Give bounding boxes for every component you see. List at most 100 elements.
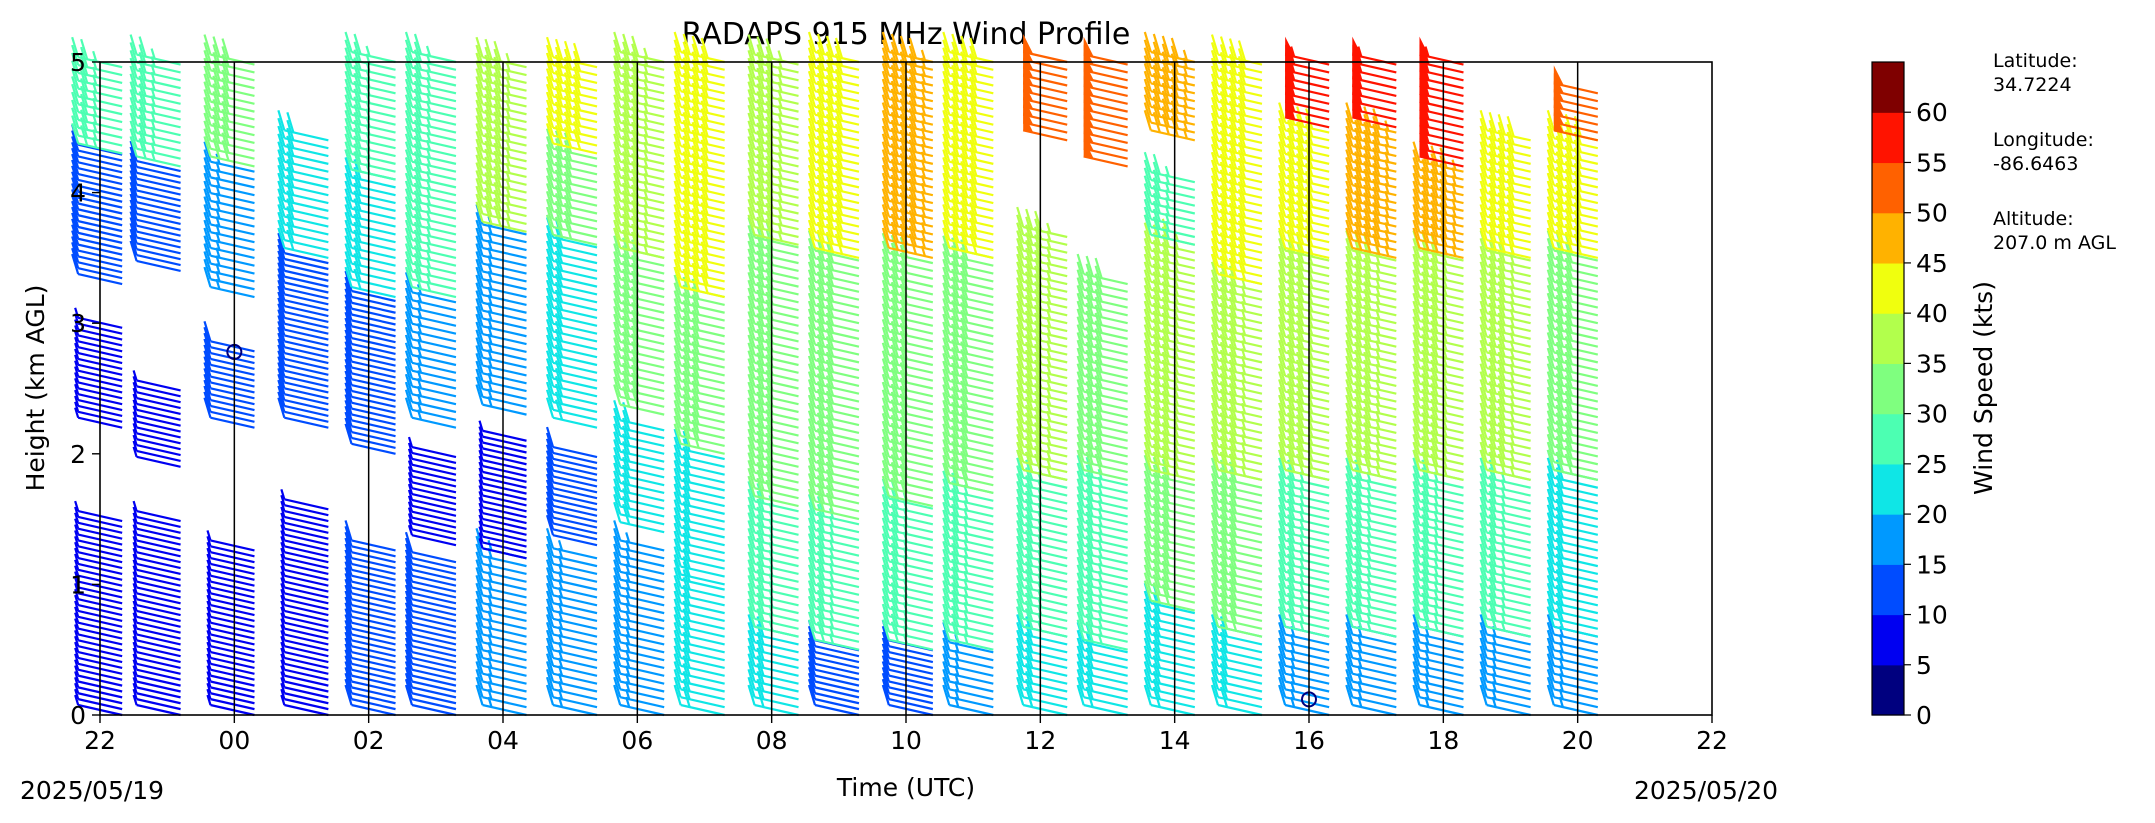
- wind-barb: [129, 193, 181, 226]
- wind-barb: [277, 303, 329, 335]
- wind-barb: [280, 630, 329, 652]
- barb-full: [71, 136, 80, 157]
- barb-half: [132, 612, 138, 624]
- wind-barb: [132, 641, 181, 664]
- barb-full: [71, 165, 80, 187]
- wind-barb: [280, 641, 329, 664]
- wind-barb: [280, 588, 329, 611]
- barb-half: [74, 553, 80, 565]
- barb-shaft: [136, 562, 181, 576]
- barb-full: [277, 303, 286, 324]
- chart-title: RADAPS 915 MHz Wind Profile: [682, 17, 1131, 52]
- barb-shaft: [284, 340, 329, 353]
- barb-full: [203, 344, 212, 366]
- barb-full: [129, 104, 138, 126]
- barb-full: [277, 326, 286, 348]
- wind-barb: [277, 362, 329, 394]
- wind-barb: [475, 44, 527, 77]
- wind-barb: [132, 659, 181, 681]
- wind-barb: [280, 541, 329, 564]
- barb-half: [132, 370, 138, 381]
- wind-barb: [280, 547, 329, 570]
- barb-full: [203, 112, 212, 134]
- barb-half: [132, 405, 138, 417]
- barb-half: [280, 583, 286, 594]
- wind-barb: [132, 559, 181, 581]
- barb-shaft: [136, 432, 181, 445]
- barb-half: [74, 512, 80, 524]
- barb-shaft: [210, 551, 255, 564]
- barb-shaft: [136, 615, 181, 628]
- barb-shaft: [210, 363, 255, 376]
- wind-barb: [129, 205, 181, 237]
- barb-full: [71, 36, 80, 58]
- barb-shaft: [210, 286, 255, 299]
- barb-half: [74, 571, 80, 582]
- barb-shaft: [210, 703, 255, 717]
- wind-barb: [132, 571, 181, 593]
- wind-barb: [203, 397, 255, 429]
- barb-shaft: [136, 449, 181, 463]
- barb-full: [129, 164, 138, 185]
- barb-shaft: [136, 656, 181, 670]
- wind-barb: [132, 588, 181, 611]
- barb-shaft: [136, 408, 181, 421]
- barb-full: [203, 196, 212, 217]
- barb-half: [74, 536, 80, 547]
- barb-full: [71, 247, 80, 269]
- wind-barb: [206, 594, 255, 617]
- barb-shaft: [136, 159, 181, 173]
- wind-barb: [132, 665, 181, 687]
- wind-barb: [132, 577, 181, 599]
- barb-shaft: [284, 580, 329, 593]
- barb-full: [203, 34, 212, 55]
- barb-shaft: [284, 633, 329, 646]
- barb-half: [132, 577, 138, 588]
- wind-barb: [129, 223, 181, 255]
- barb-full: [203, 243, 212, 264]
- barb-full: [277, 315, 286, 336]
- barb-half: [280, 536, 286, 547]
- barb-half: [206, 665, 212, 676]
- barb-shaft: [284, 351, 329, 365]
- barb-shaft: [210, 404, 255, 417]
- barb-shaft: [210, 592, 255, 605]
- wind-barb: [206, 577, 255, 599]
- barb-half: [206, 635, 212, 647]
- barb-shaft: [136, 568, 181, 581]
- barb-full: [71, 236, 80, 257]
- barb-full: [277, 320, 286, 342]
- wind-barb: [132, 547, 181, 570]
- barb-full: [277, 188, 286, 210]
- wind-barb: [206, 682, 255, 705]
- wind-barb: [613, 39, 665, 71]
- wind-barb: [132, 381, 181, 404]
- barb-shaft: [136, 92, 181, 105]
- barb-half: [74, 677, 80, 688]
- barb-shaft: [284, 686, 329, 699]
- barb-shaft: [284, 357, 329, 370]
- barb-half: [74, 372, 80, 383]
- barb-half: [74, 588, 80, 600]
- wind-barb: [206, 547, 255, 570]
- barb-half: [132, 653, 138, 665]
- wind-barb: [203, 34, 255, 66]
- barb-half: [74, 389, 80, 401]
- barb-shaft: [210, 615, 255, 628]
- barb-shaft: [136, 201, 181, 214]
- barb-half: [132, 559, 138, 571]
- barb-shaft: [210, 381, 255, 394]
- wind-barb: [280, 618, 329, 640]
- wind-barb: [277, 297, 329, 329]
- barb-full: [129, 234, 138, 256]
- barb-shaft: [210, 686, 255, 699]
- barb-full: [203, 104, 212, 126]
- barb-half: [74, 665, 80, 676]
- barb-full: [203, 65, 212, 87]
- wind-barb: [206, 624, 255, 646]
- barb-shaft: [136, 698, 181, 711]
- barb-shaft: [210, 357, 255, 370]
- barb-shaft: [136, 438, 181, 451]
- barb-full: [277, 297, 286, 319]
- barb-half: [206, 641, 212, 653]
